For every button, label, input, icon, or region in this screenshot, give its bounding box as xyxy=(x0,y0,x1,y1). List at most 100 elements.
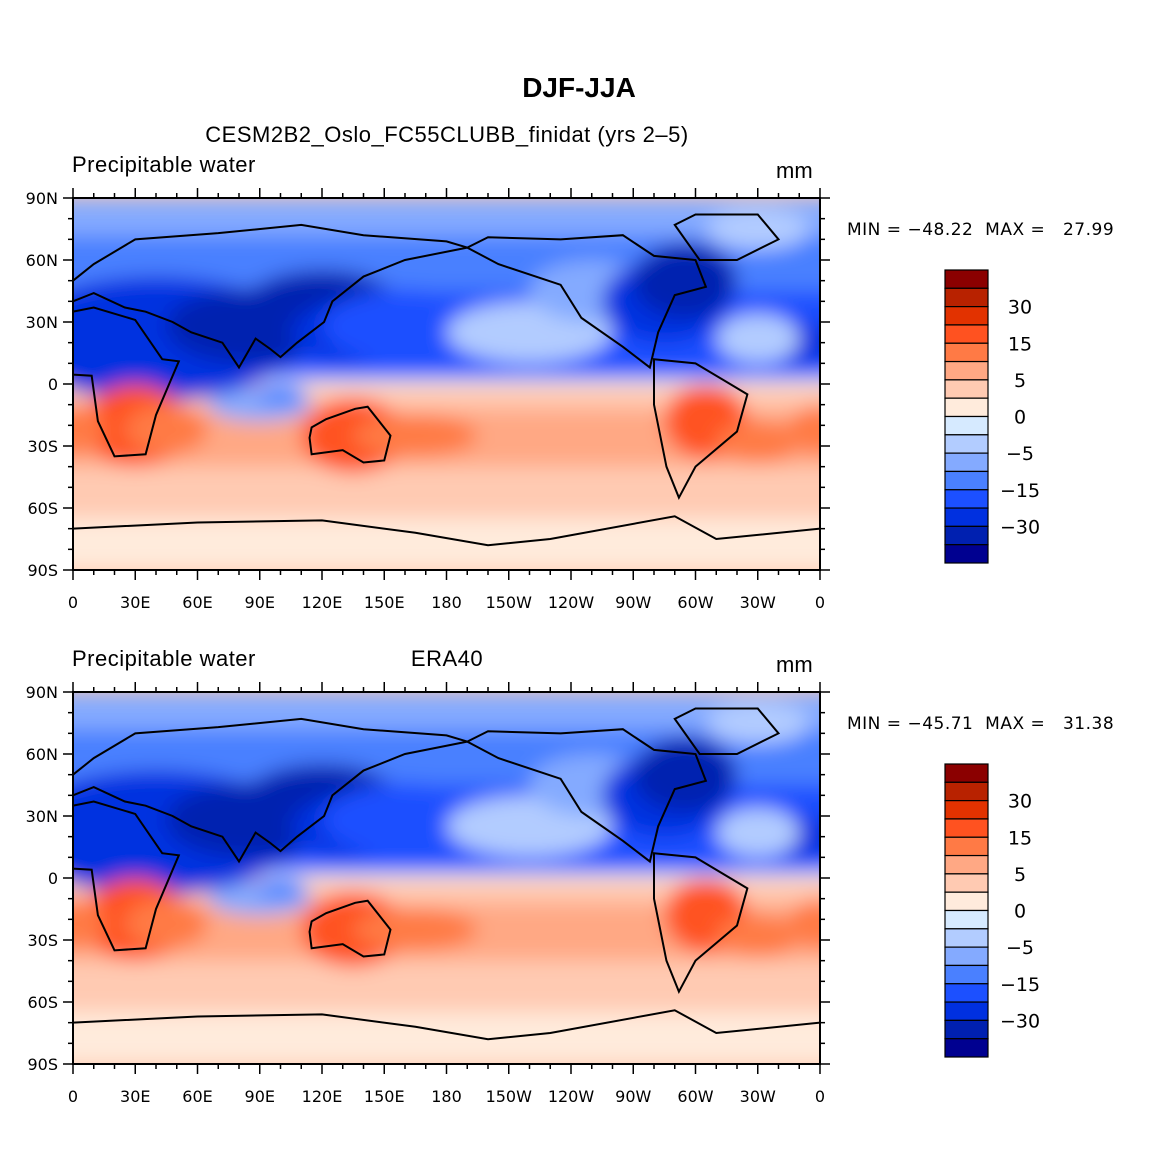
min-max-label: MIN = −48.22 MAX = 27.99 xyxy=(847,220,1115,240)
field-blob xyxy=(716,421,800,463)
coastline xyxy=(673,213,781,261)
x-tick-label: 180 xyxy=(431,593,462,612)
colorbar-box xyxy=(944,397,989,418)
colorbar-box xyxy=(944,306,989,326)
x-tick-label: 150E xyxy=(364,593,405,612)
colorbar-box xyxy=(944,470,989,491)
field-blob xyxy=(705,208,810,250)
field-band xyxy=(73,871,820,878)
coastline xyxy=(73,717,468,864)
field-blobs xyxy=(73,692,820,1064)
panel-model: Precipitable water CESM2B2_Oslo_FC55CLUB… xyxy=(0,122,1158,646)
panel-era40: Precipitable water ERA40 mm MIN = −45.71… xyxy=(0,646,1158,1140)
coastline xyxy=(308,899,392,958)
colorbar-box xyxy=(944,507,989,527)
colorbar-box xyxy=(944,873,989,893)
colorbar-box xyxy=(944,854,989,875)
colorbar-box xyxy=(944,836,989,857)
field-blob xyxy=(322,288,488,364)
y-tick-label: 0 xyxy=(48,375,58,394)
field-blob xyxy=(788,898,820,949)
field-blobs xyxy=(73,198,820,570)
colorbar-box xyxy=(944,964,989,985)
colorbar-label: 30 xyxy=(1008,297,1032,319)
coastline xyxy=(73,800,181,952)
coastline xyxy=(653,358,749,501)
coastline xyxy=(73,1009,820,1064)
colorbar-box xyxy=(944,781,989,802)
map-plot: 0 30E 60E 90E 120E 150E 180 150W 120W 90W 60W 30W 09… xyxy=(26,188,1040,612)
field-blob xyxy=(705,702,810,744)
center-title: CESM2B2_Oslo_FC55CLUBB_finidat (yrs 2–5) xyxy=(205,122,689,147)
colorbar-box xyxy=(944,1019,989,1040)
x-tick-label: 150E xyxy=(364,1087,405,1106)
colorbar-label: 15 xyxy=(1008,827,1032,849)
x-tick-label: 150W xyxy=(486,593,533,612)
map-plot: 0 30E 60E 90E 120E 150E 180 150W 120W 90W 60W 30W 09… xyxy=(26,682,1040,1106)
min-max-label: MIN = −45.71 MAX = 31.38 xyxy=(847,714,1115,734)
field-blob xyxy=(353,909,478,951)
coastline xyxy=(73,223,468,370)
colorbar-box xyxy=(944,342,989,363)
colorbar-box xyxy=(944,946,989,967)
y-tick-label: 60N xyxy=(26,745,58,764)
colorbar-label: −30 xyxy=(1000,516,1040,538)
y-tick-label: 30N xyxy=(26,313,58,332)
x-tick-label: 90E xyxy=(245,593,275,612)
field-band xyxy=(73,1012,820,1064)
colorbar-box xyxy=(944,324,989,344)
colorbar-label: −15 xyxy=(1000,480,1040,502)
x-tick-label: 30E xyxy=(120,593,150,612)
coastline xyxy=(673,707,781,755)
x-tick-label: 120W xyxy=(548,1087,595,1106)
colorbar-label: −15 xyxy=(1000,974,1040,996)
coastline xyxy=(465,234,708,370)
field-blob xyxy=(255,384,306,405)
colorbar-label: −30 xyxy=(1000,1010,1040,1032)
colorbar-box xyxy=(944,525,989,546)
x-tick-label: 30E xyxy=(120,1087,150,1106)
colorbar-box xyxy=(944,909,989,930)
colorbar-label: 0 xyxy=(1014,407,1026,429)
colorbar-box xyxy=(944,891,989,912)
field xyxy=(73,692,820,1064)
y-tick-label: 90N xyxy=(26,683,58,702)
center-title: ERA40 xyxy=(410,646,484,671)
colorbar-box xyxy=(944,763,989,783)
field-blob xyxy=(716,313,800,364)
colorbar-box xyxy=(944,489,989,509)
x-tick-label: 30W xyxy=(740,1087,776,1106)
y-tick-label: 60S xyxy=(27,993,58,1012)
y-tick-label: 30S xyxy=(27,931,58,950)
field-blob xyxy=(124,404,208,455)
coastline xyxy=(308,405,392,464)
x-tick-label: 90E xyxy=(245,1087,275,1106)
colorbar-box xyxy=(944,800,989,820)
colorbar-box xyxy=(944,379,989,399)
field-band xyxy=(73,960,820,1013)
x-tick-label: 150W xyxy=(486,1087,533,1106)
x-tick-label: 60W xyxy=(677,1087,713,1106)
y-tick-label: 90S xyxy=(27,1055,58,1074)
colorbar-label: 0 xyxy=(1014,901,1026,923)
colorbar-box xyxy=(944,1038,989,1058)
x-tick-label: 0 xyxy=(815,593,825,612)
y-tick-label: 90S xyxy=(27,561,58,580)
x-tick-label: 120E xyxy=(302,593,343,612)
coastline xyxy=(465,728,708,864)
field-blob xyxy=(255,878,306,899)
x-tick-label: 0 xyxy=(68,593,78,612)
figure-title: DJF-JJA xyxy=(522,72,636,103)
y-tick-label: 60S xyxy=(27,499,58,518)
colorbar-box xyxy=(944,544,989,564)
colorbar-label: −5 xyxy=(1006,937,1034,959)
field-band xyxy=(73,198,820,236)
y-tick-label: 90N xyxy=(26,189,58,208)
field xyxy=(73,198,820,570)
x-tick-label: 180 xyxy=(431,1087,462,1106)
colorbar-box xyxy=(944,360,989,381)
x-tick-label: 60E xyxy=(182,1087,212,1106)
left-title: Precipitable water xyxy=(72,646,256,671)
colorbar-box xyxy=(944,269,989,289)
